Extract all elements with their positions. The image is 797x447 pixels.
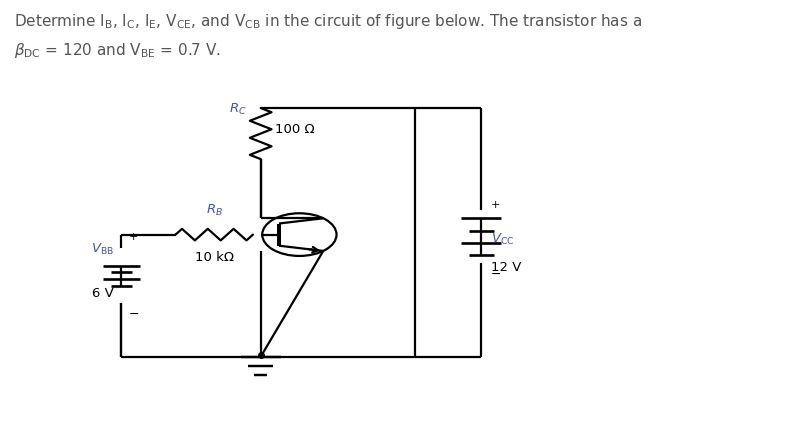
Text: 10 kΩ: 10 kΩ — [194, 252, 234, 265]
Text: 6 V: 6 V — [92, 287, 114, 300]
Text: $\beta_\mathrm{DC}$ = 120 and V$_\mathrm{BE}$ = 0.7 V.: $\beta_\mathrm{DC}$ = 120 and V$_\mathrm… — [14, 42, 221, 60]
Text: −: − — [491, 268, 501, 281]
Text: $V_\mathrm{BB}$: $V_\mathrm{BB}$ — [91, 241, 114, 257]
Text: $R_B$: $R_B$ — [206, 202, 222, 218]
Text: $V_\mathrm{CC}$: $V_\mathrm{CC}$ — [491, 232, 514, 247]
Text: 12 V: 12 V — [491, 261, 521, 274]
Text: Determine I$_\mathrm{B}$, I$_\mathrm{C}$, I$_\mathrm{E}$, V$_\mathrm{CE}$, and V: Determine I$_\mathrm{B}$, I$_\mathrm{C}$… — [14, 13, 642, 31]
Text: $R_C$: $R_C$ — [229, 101, 247, 117]
Text: +: + — [491, 200, 500, 210]
Text: +: + — [129, 232, 139, 242]
Text: −: − — [129, 308, 139, 321]
Text: 100 Ω: 100 Ω — [275, 122, 314, 135]
